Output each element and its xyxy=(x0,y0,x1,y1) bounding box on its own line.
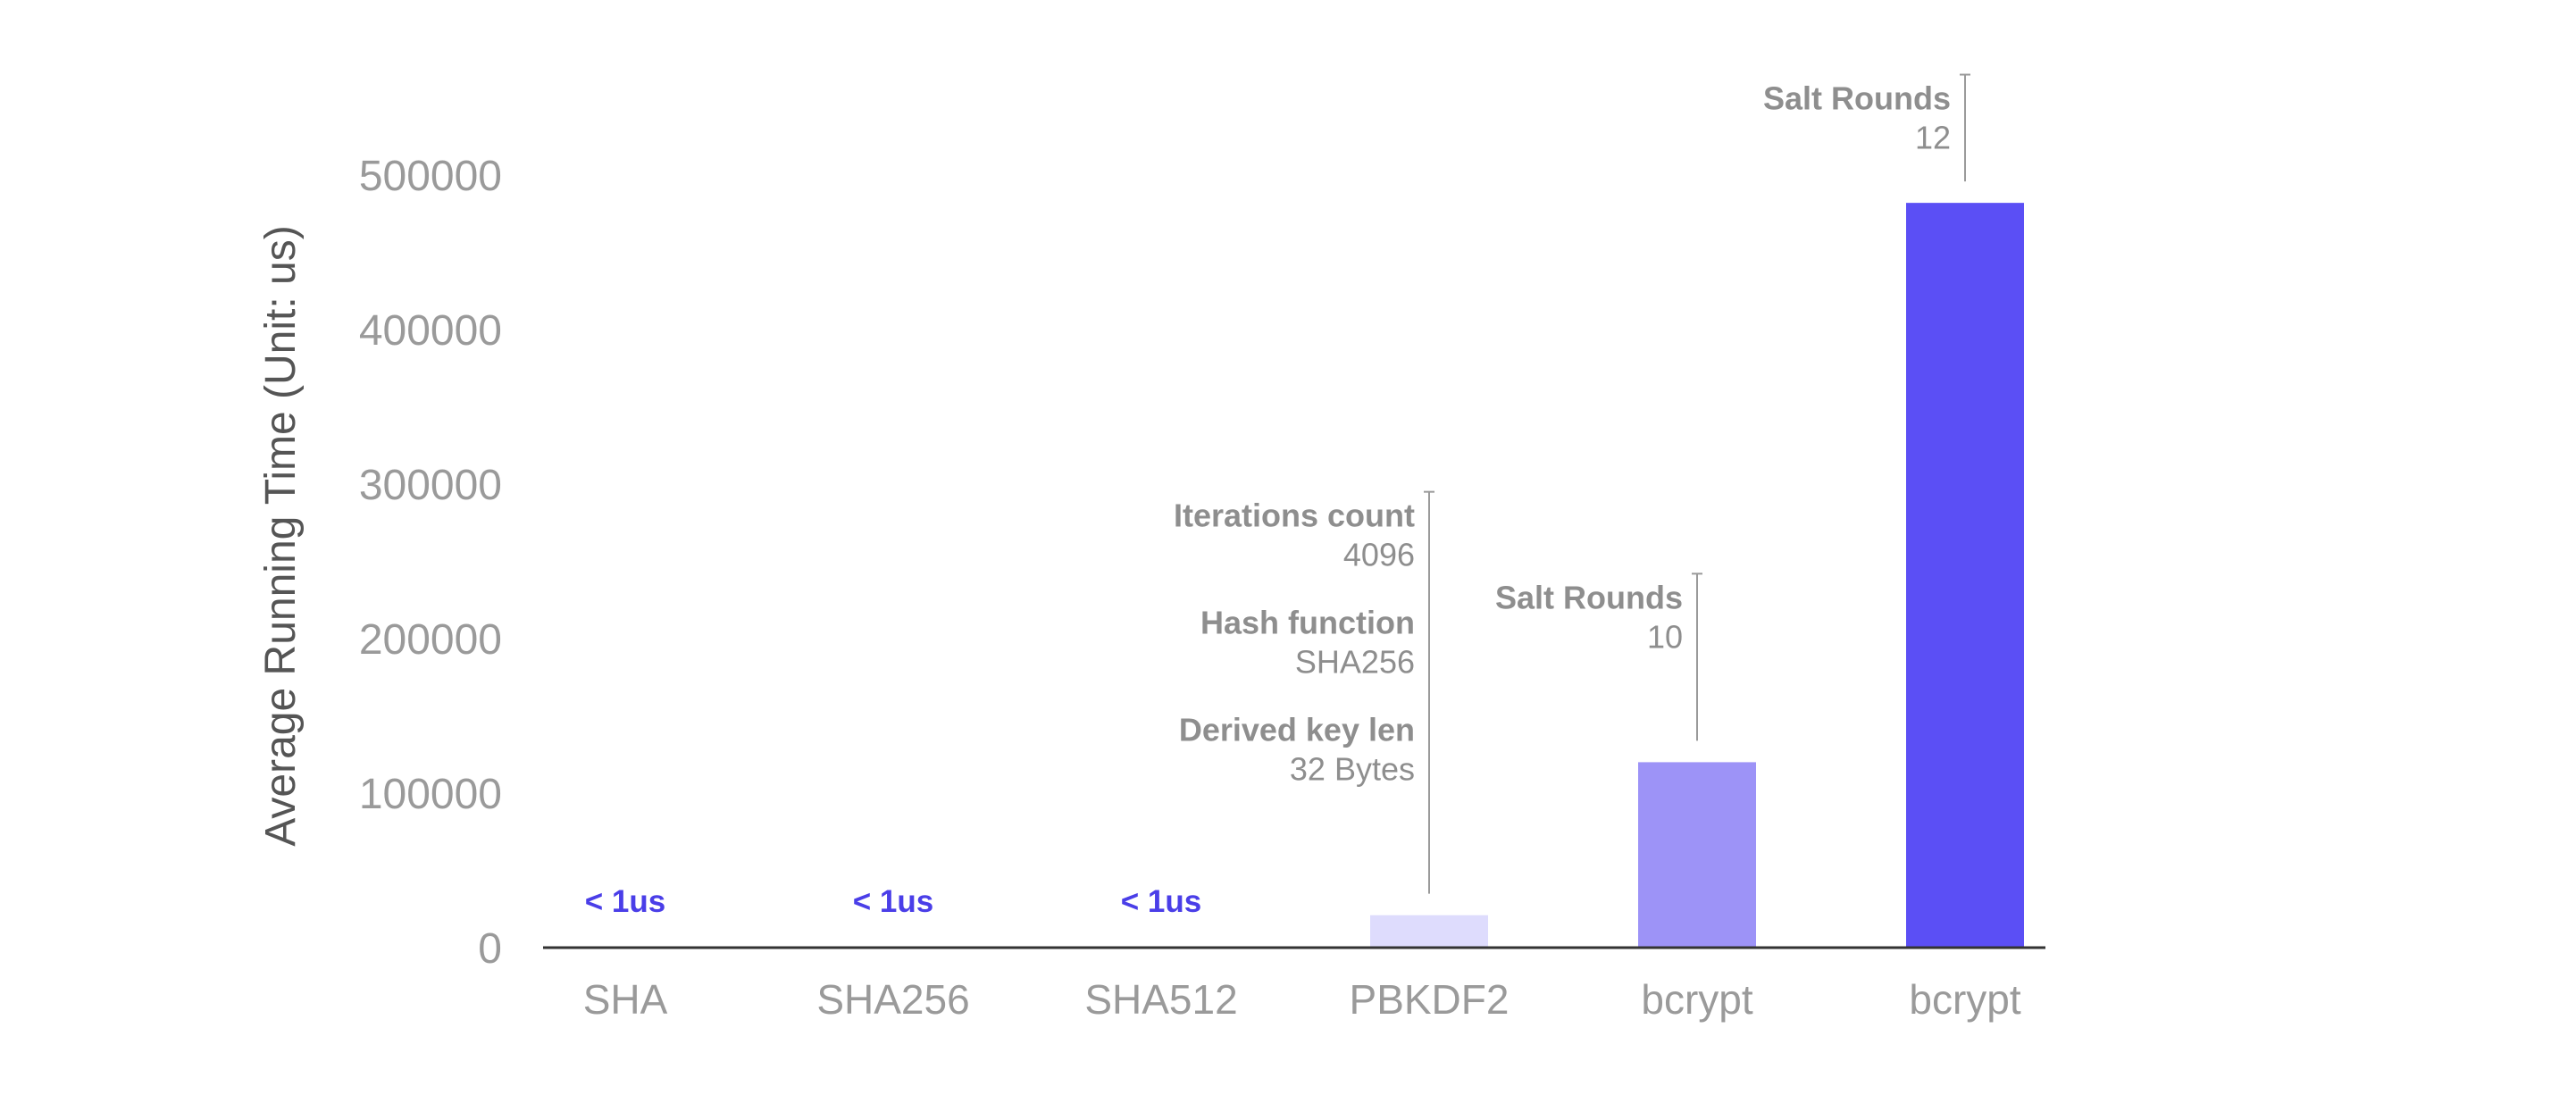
y-axis-title: Average Running Time (Unit: us) xyxy=(257,225,305,846)
y-tick-label: 400000 xyxy=(359,307,502,355)
small-value-label: < 1us xyxy=(1121,884,1201,919)
annotation-value: 32 Bytes xyxy=(1290,751,1415,788)
x-tick-label: PBKDF2 xyxy=(1350,976,1510,1023)
y-ticks: 0 100000 200000 300000 400000 500000 xyxy=(359,153,502,973)
y-tick-label: 100000 xyxy=(359,771,502,818)
annotation-value: 4096 xyxy=(1343,537,1415,573)
y-tick-label: 200000 xyxy=(359,616,502,664)
annotation-label: Salt Rounds xyxy=(1495,579,1683,615)
y-tick-label: 500000 xyxy=(359,153,502,200)
small-value-labels: < 1us < 1us < 1us xyxy=(585,884,1201,919)
bar xyxy=(1370,915,1488,948)
x-tick-label: bcrypt xyxy=(1641,976,1752,1023)
bar xyxy=(1906,203,2024,948)
small-value-label: < 1us xyxy=(585,884,665,919)
y-tick-label: 300000 xyxy=(359,462,502,509)
x-tick-label: SHA512 xyxy=(1084,976,1237,1023)
annotation-value: SHA256 xyxy=(1295,644,1415,681)
annotation-value: 12 xyxy=(1915,120,1951,156)
x-tick-label: bcrypt xyxy=(1909,976,2020,1023)
small-value-label: < 1us xyxy=(853,884,933,919)
annotation-value: 10 xyxy=(1647,618,1683,655)
category-labels: SHA SHA256 SHA512 PBKDF2 bcrypt bcrypt xyxy=(583,976,2021,1023)
bar xyxy=(1638,762,1756,948)
y-tick-label: 0 xyxy=(478,925,502,973)
bars xyxy=(1370,203,2024,948)
annotation-label: Salt Rounds xyxy=(1763,80,1951,117)
x-tick-label: SHA xyxy=(583,976,668,1023)
annotation-label: Iterations count xyxy=(1174,497,1415,534)
annotation-label: Hash function xyxy=(1200,605,1415,641)
y-axis-title-group: Average Running Time (Unit: us) xyxy=(257,225,305,846)
x-tick-label: SHA256 xyxy=(816,976,969,1023)
annotation-label: Derived key len xyxy=(1179,712,1415,748)
